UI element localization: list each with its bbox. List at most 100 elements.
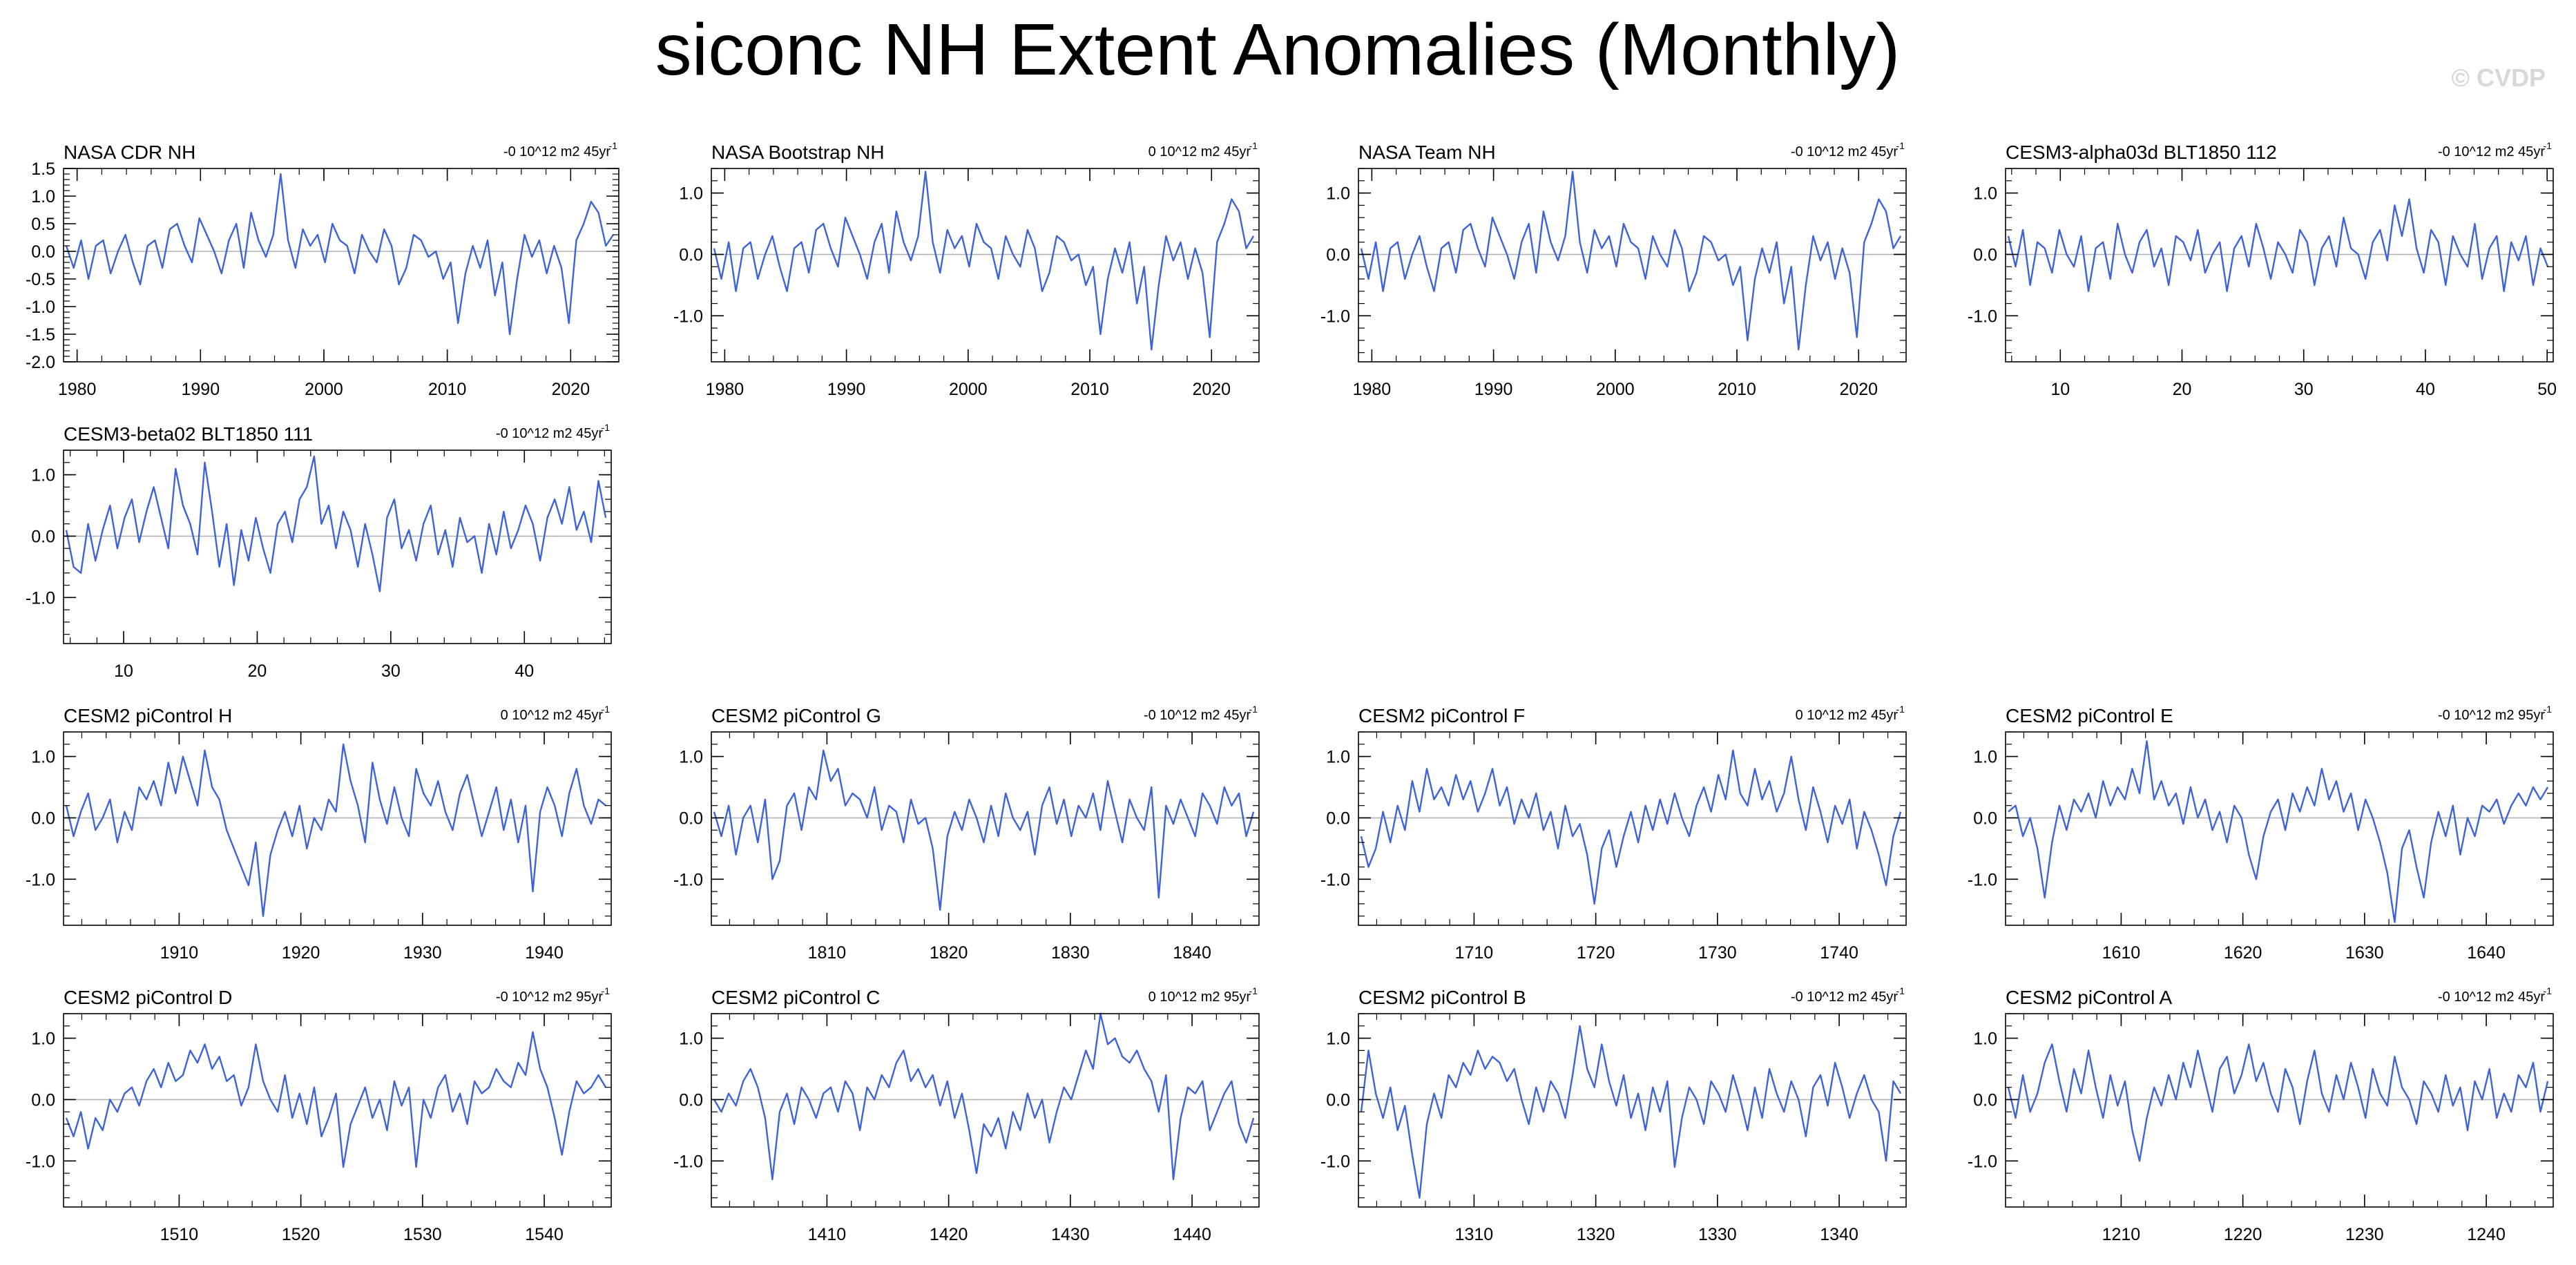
series-line — [713, 171, 1255, 351]
x-tick-label: 1990 — [182, 380, 220, 399]
y-tick-label: 0.0 — [679, 809, 703, 828]
y-tick-label: -1.0 — [1968, 307, 1997, 326]
x-tick-label: 1540 — [525, 1225, 564, 1244]
y-tick-label: -1.0 — [26, 1152, 55, 1171]
x-tick-label: 2010 — [1718, 380, 1756, 399]
y-tick-label: 0.0 — [1326, 245, 1350, 264]
x-tick-label: 1980 — [1353, 380, 1392, 399]
plot-frame — [2005, 1013, 2554, 1208]
y-tick-label: 0.0 — [1973, 1090, 1997, 1110]
x-tick-label: 2010 — [428, 380, 467, 399]
x-tick-label: 1910 — [160, 943, 199, 963]
panel-12: 1.0 0.0 -1.0 1310 1320 1330 1340 CESM2 piContro… — [1320, 985, 1907, 1244]
y-tick-label: -1.0 — [1320, 1152, 1350, 1171]
x-tick-label: 1430 — [1051, 1225, 1090, 1244]
y-tick-label: -1.0 — [1968, 1152, 1997, 1171]
y-tick-label: -1.0 — [673, 1152, 703, 1171]
panel-trend-sup: -1 — [1896, 985, 1905, 996]
x-tick-label: 1630 — [2345, 943, 2384, 963]
panel-trend: -0 10^12 m2 45yr — [496, 426, 603, 441]
x-tick-label: 2020 — [1839, 380, 1878, 399]
y-tick-label: -1.5 — [26, 325, 55, 345]
y-tick-label: -1.0 — [1320, 870, 1350, 889]
panel-trend-sup: -1 — [1249, 704, 1258, 715]
x-tick-label: 1710 — [1455, 943, 1494, 963]
y-tick-label: 0.0 — [31, 809, 55, 828]
panel-trend-sup: -1 — [1896, 704, 1905, 715]
y-tick-label: 0.0 — [1973, 245, 1997, 264]
y-tick-label: 0.0 — [31, 242, 55, 262]
panel-10: 1.0 0.0 -1.0 1510 1520 1530 1540 CESM2 piContro… — [26, 985, 612, 1244]
panel-trend: -0 10^12 m2 45yr — [2438, 144, 2545, 160]
plot-frame — [2005, 168, 2554, 363]
x-tick-label: 1840 — [1173, 943, 1211, 963]
x-tick-label: 1640 — [2467, 943, 2506, 963]
x-tick-label: 2000 — [1596, 380, 1635, 399]
y-tick-label: 1.0 — [679, 184, 703, 204]
y-tick-label: -0.5 — [26, 270, 55, 289]
x-tick-label: 1340 — [1820, 1225, 1858, 1244]
x-tick-label: 1420 — [930, 1225, 968, 1244]
x-tick-label: 2000 — [949, 380, 988, 399]
x-tick-label: 2010 — [1070, 380, 1109, 399]
y-tick-label: -1.0 — [673, 307, 703, 326]
series-line — [713, 749, 1255, 911]
y-tick-label: 1.0 — [31, 187, 55, 206]
x-tick-label: 1330 — [1698, 1225, 1737, 1244]
x-tick-label: 1990 — [1474, 380, 1513, 399]
y-tick-label: 1.0 — [31, 748, 55, 767]
y-tick-label: -1.0 — [26, 588, 55, 608]
x-tick-label: 1830 — [1051, 943, 1090, 963]
x-tick-label: 40 — [2416, 380, 2435, 399]
x-tick-label: 1510 — [160, 1225, 199, 1244]
y-tick-label: 1.0 — [1973, 1030, 1997, 1049]
panel-trend-sup: -1 — [2544, 704, 2553, 715]
panel-trend-sup: -1 — [2544, 140, 2553, 151]
watermark: © CVDP — [2451, 64, 2546, 92]
x-tick-label: 1520 — [282, 1225, 320, 1244]
plot-frame — [1358, 731, 1907, 926]
y-tick-label: 0.5 — [31, 215, 55, 234]
x-tick-label: 20 — [2173, 380, 2192, 399]
panel-trend-sup: -1 — [1249, 985, 1258, 996]
series-line — [1360, 749, 1902, 905]
x-tick-label: 2020 — [1192, 380, 1231, 399]
series-line — [2007, 1043, 2549, 1162]
panel-title: CESM2 piControl C — [711, 987, 880, 1008]
series-line — [65, 743, 606, 917]
panel-title: CESM2 piControl B — [1358, 987, 1526, 1008]
panel-trend: -0 10^12 m2 45yr — [503, 144, 611, 160]
panel-trend-sup: -1 — [609, 140, 618, 151]
series-line — [1360, 171, 1902, 351]
plot-frame — [63, 731, 612, 926]
panel-title: CESM2 piControl F — [1358, 705, 1525, 726]
panel-trend-sup: -1 — [2544, 985, 2553, 996]
y-tick-label: 1.0 — [31, 1030, 55, 1049]
panel-title: CESM2 piControl H — [64, 705, 232, 726]
panel-trend: -0 10^12 m2 45yr — [2438, 989, 2545, 1005]
plot-frame — [1358, 1013, 1907, 1208]
x-tick-label: 1820 — [930, 943, 968, 963]
x-tick-label: 1220 — [2224, 1225, 2262, 1244]
panel-trend: -0 10^12 m2 45yr — [1144, 708, 1251, 723]
panel-trend: 0 10^12 m2 95yr — [1148, 989, 1251, 1005]
series-line — [2007, 198, 2549, 292]
x-tick-label: 1930 — [403, 943, 442, 963]
x-tick-label: 1980 — [706, 380, 744, 399]
y-tick-label: 1.0 — [1326, 1030, 1350, 1049]
plot-frame — [711, 1013, 1260, 1208]
series-line — [1360, 1025, 1902, 1199]
x-tick-label: 1410 — [808, 1225, 847, 1244]
panel-trend-sup: -1 — [602, 704, 611, 715]
y-tick-label: -1.0 — [673, 870, 703, 889]
panel-4: 1.0 0.0 -1.0 10 20 30 40 50 CESM3-alpha03d BLT18… — [1968, 140, 2557, 399]
y-tick-label: -1.0 — [26, 298, 55, 317]
y-tick-label: 0.0 — [31, 527, 55, 546]
x-tick-label: 1610 — [2102, 943, 2141, 963]
panel-6: 1.0 0.0 -1.0 1910 1920 1930 1940 CESM2 piContro… — [26, 704, 612, 963]
y-tick-label: 1.5 — [31, 160, 55, 179]
x-tick-label: 1320 — [1577, 1225, 1615, 1244]
plot-frame — [711, 168, 1260, 363]
x-tick-label: 1440 — [1173, 1225, 1211, 1244]
